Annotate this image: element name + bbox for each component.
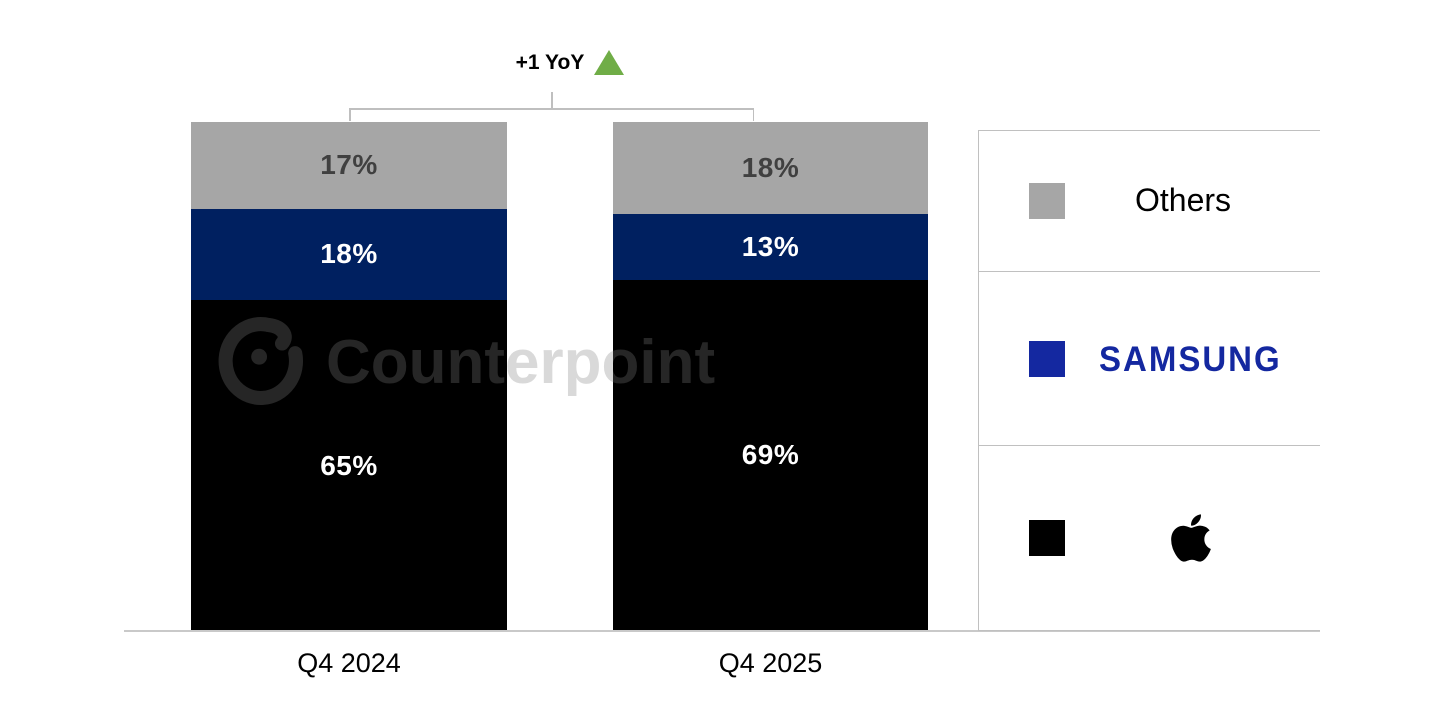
x-axis-label-q4-2024: Q4 2024 xyxy=(297,648,401,678)
samsung-swatch xyxy=(1029,340,1065,377)
segment-value-label: 18% xyxy=(320,238,378,270)
segment-value-label: 18% xyxy=(741,151,800,183)
bar-segment-apple-q4-2024: 65% xyxy=(191,300,507,631)
bar-segment-samsung-q4-2025: 13% xyxy=(613,213,928,280)
legend-row-samsung: SAMSUNG xyxy=(979,272,1320,447)
samsung-wordmark-icon: SAMSUNG xyxy=(1099,338,1282,378)
segment-value-label: 65% xyxy=(320,449,378,481)
segment-value-label: 17% xyxy=(320,149,378,181)
segment-value-label: 69% xyxy=(741,439,800,471)
bracket-right-tick xyxy=(752,108,754,121)
up-triangle-icon xyxy=(594,50,625,75)
bar-segment-others-q4-2024: 17% xyxy=(191,122,507,209)
apple-logo-icon xyxy=(1171,514,1211,562)
bar-segment-apple-q4-2025: 69% xyxy=(613,279,928,631)
apple-swatch xyxy=(1029,520,1065,557)
x-axis-label-q4-2025: Q4 2025 xyxy=(718,648,823,678)
legend-row-apple xyxy=(979,446,1320,630)
bracket-left-tick xyxy=(349,108,351,121)
bracket-center-tick xyxy=(551,92,553,109)
others-swatch xyxy=(1029,182,1065,219)
x-axis-line xyxy=(124,630,1320,632)
bar-q4-2025: 18% 13% 69% xyxy=(613,122,928,631)
bar-segment-others-q4-2025: 18% xyxy=(613,122,928,214)
yoy-annotation: +1 YoY xyxy=(470,50,670,75)
legend-panel: Others SAMSUNG xyxy=(978,130,1320,631)
segment-value-label: 13% xyxy=(741,230,800,262)
bar-q4-2024: 17% 18% 65% xyxy=(191,122,507,631)
legend-label-others: Others xyxy=(1135,182,1232,219)
yoy-annotation-label: +1 YoY xyxy=(515,50,585,74)
bar-segment-samsung-q4-2024: 18% xyxy=(191,208,507,301)
legend-row-others: Others xyxy=(979,131,1320,272)
